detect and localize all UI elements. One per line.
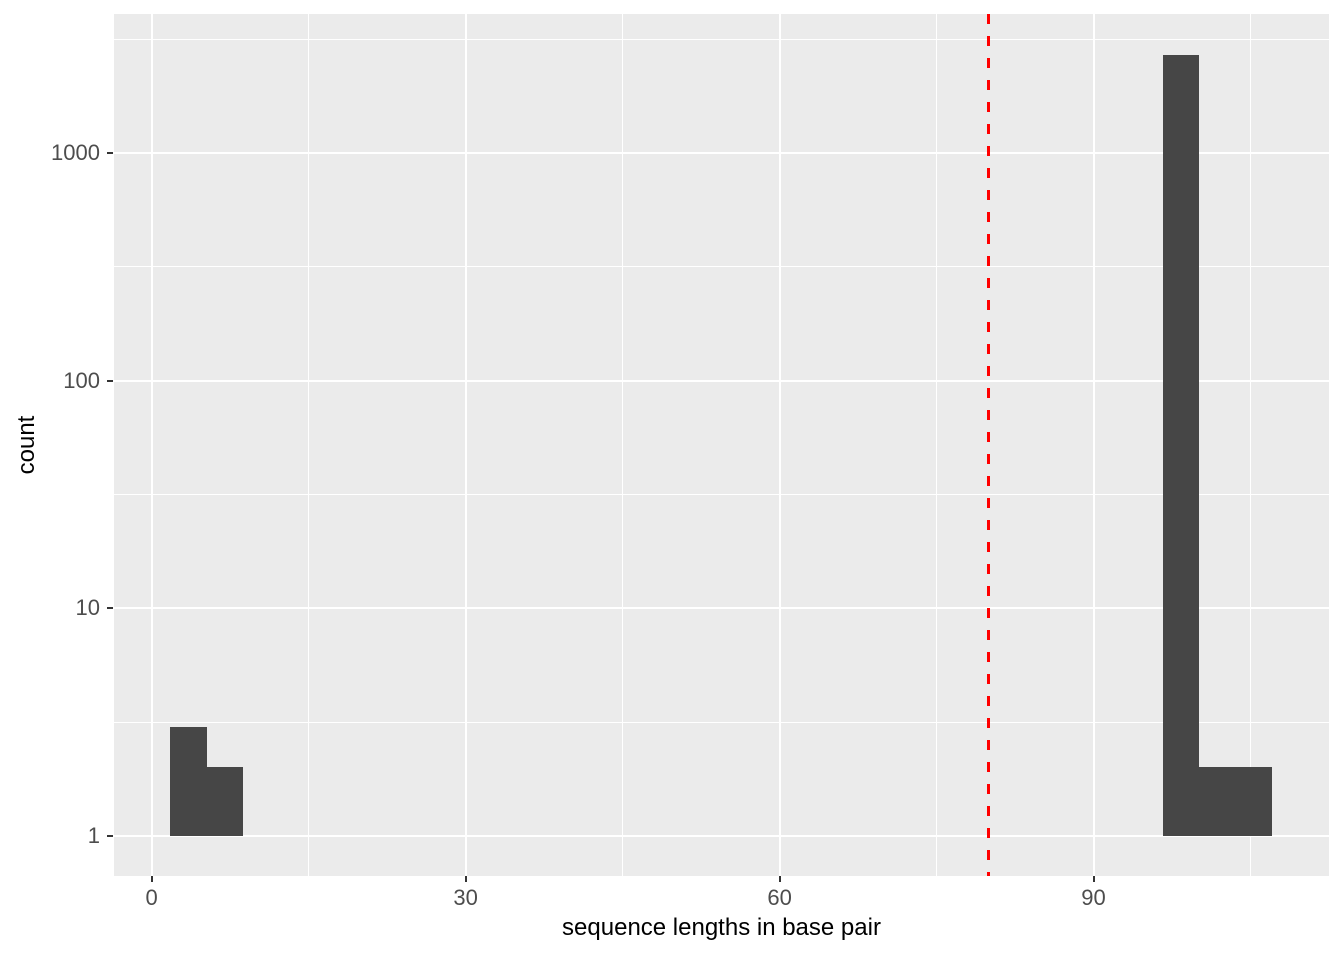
y-tick-mark [107, 151, 113, 154]
x-minor-gridline [622, 14, 624, 876]
y-tick-mark [107, 379, 113, 382]
y-tick-label: 1 [87, 822, 100, 848]
y-tick-mark [107, 607, 113, 610]
y-minor-gridline [114, 266, 1329, 268]
y-axis-title: count [13, 415, 40, 475]
x-minor-gridline [308, 14, 310, 876]
x-tick-label: 90 [1081, 885, 1106, 910]
y-tick-mark [107, 834, 113, 837]
x-minor-gridline [1250, 14, 1251, 876]
y-minor-gridline [114, 721, 1329, 723]
x-major-gridline [778, 14, 781, 876]
x-tick-mark [150, 876, 153, 882]
histogram-bar [206, 767, 244, 836]
x-major-gridline [150, 14, 153, 876]
y-major-gridline [114, 379, 1329, 382]
histogram-bar [1162, 54, 1200, 836]
y-tick-label: 100 [63, 367, 100, 393]
histogram-bar [169, 727, 207, 836]
x-major-gridline [464, 14, 467, 876]
x-minor-gridline [936, 14, 938, 876]
threshold-vline [987, 14, 991, 876]
y-major-gridline [114, 607, 1329, 610]
y-minor-gridline [114, 38, 1329, 40]
x-tick-label: 60 [767, 885, 792, 910]
y-tick-label: 10 [75, 595, 100, 621]
histogram-bar [1199, 767, 1273, 836]
y-tick-label: 1000 [51, 139, 100, 165]
x-tick-label: 0 [145, 885, 158, 910]
x-major-gridline [1092, 14, 1095, 876]
x-tick-mark [778, 876, 781, 882]
y-major-gridline [114, 151, 1329, 154]
x-tick-mark [1092, 876, 1095, 882]
y-minor-gridline [114, 493, 1329, 495]
x-axis-title: sequence lengths in base pair [562, 914, 881, 941]
x-tick-mark [464, 876, 467, 882]
y-major-gridline [114, 834, 1329, 837]
plot-panel [114, 14, 1329, 876]
x-tick-label: 30 [453, 885, 478, 910]
